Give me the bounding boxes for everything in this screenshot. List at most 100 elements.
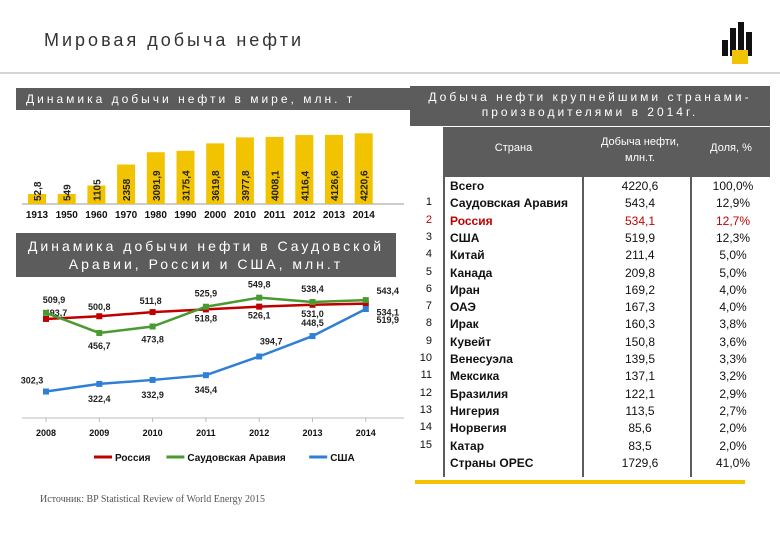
data-label: 332,9: [141, 390, 164, 400]
data-point: [202, 303, 209, 310]
bar: [206, 143, 225, 204]
table-row-number: 11: [420, 369, 432, 382]
data-label: 549,8: [248, 280, 271, 290]
legend-label: Россия: [115, 453, 151, 464]
table-cell-country: Канада: [450, 265, 493, 280]
x-tick-label: 1990: [174, 210, 197, 221]
saudi-russia-usa-chart: 2008 2009 2010 2011 2012 2013 2014 493,7 500,8 51…: [21, 280, 404, 464]
table-cell-country: Катар: [450, 438, 485, 453]
bar-value-label: 4126,6: [330, 170, 341, 201]
data-point: [96, 313, 103, 320]
table-cell-country: Норвегия: [450, 421, 507, 436]
column-header-country: Страна: [494, 142, 533, 154]
data-label: 531,0: [301, 309, 324, 319]
data-label: 473,8: [141, 334, 164, 344]
table-cell-production: 4220,6: [621, 179, 659, 193]
bar-value-label: 4008,1: [271, 170, 282, 201]
table-cell-production: 519,9: [624, 230, 656, 245]
data-point: [149, 309, 156, 316]
table-cell-country: Ирак: [450, 317, 479, 332]
table-cell-share: 100,0%: [712, 179, 754, 193]
data-label: 519,9: [377, 315, 400, 325]
table-cell-country: Нигерия: [450, 403, 500, 418]
page-title: Мировая добыча нефти: [44, 30, 305, 50]
table-cell-country: ОАЭ: [450, 300, 476, 315]
bar: [28, 194, 46, 204]
table-cell-production: 209,8: [624, 265, 656, 280]
table-cell-production: 1729,6: [621, 455, 659, 470]
table-cell-share: 5,0%: [719, 265, 747, 280]
rosneft-logo-icon: [718, 14, 758, 66]
data-label: 525,9: [195, 289, 218, 299]
table-cell-production: 139,5: [624, 352, 656, 366]
bar-value-label: 4116,4: [300, 171, 311, 201]
data-label: 518,8: [195, 313, 218, 323]
x-tick-label: 1980: [145, 210, 168, 221]
table-cell-production: 122,1: [624, 386, 656, 401]
table-cell-share: 12,9%: [715, 196, 751, 211]
table-row-number: 2: [425, 213, 432, 226]
table-row-number: 12: [419, 386, 432, 399]
data-point: [256, 294, 263, 301]
data-label: 456,7: [88, 341, 111, 351]
data-point: [43, 309, 49, 316]
x-tick-label: 2012: [293, 210, 316, 221]
table-cell-share: 41,0%: [715, 455, 751, 470]
bar: [146, 152, 165, 204]
table-cell-share: 2,0%: [719, 421, 747, 436]
table-cell-production: 169,2: [624, 282, 656, 297]
data-point: [256, 353, 263, 360]
data-point: [96, 380, 103, 387]
x-tick-label: 2011: [264, 210, 286, 221]
data-label: 493,7: [45, 308, 68, 318]
data-point: [362, 297, 369, 304]
table-row-number: 3: [425, 230, 432, 243]
x-tick-label: 2013: [323, 210, 346, 221]
bar-value-label: 4220,6: [360, 170, 371, 201]
x-tick-label: 1970: [115, 210, 138, 221]
table-cell-share: 2,7%: [719, 403, 747, 418]
table-cell-production: 534,1: [624, 213, 656, 228]
data-point: [43, 388, 49, 395]
x-tick-label: 2014: [356, 428, 376, 438]
table-cell-share: 4,0%: [719, 300, 747, 315]
data-label: 322,4: [88, 394, 111, 404]
data-label: 534,1: [377, 308, 400, 318]
data-point: [362, 300, 369, 307]
x-tick-label: 2010: [143, 428, 163, 438]
x-tick-label: 2012: [249, 428, 269, 438]
table-cell-production: 113,5: [625, 403, 655, 418]
bar-value-label: 3619,8: [211, 170, 222, 201]
table-row-number: 13: [419, 403, 432, 416]
bar-value-label: 549: [63, 184, 74, 201]
data-label: 345,4: [195, 385, 218, 395]
table-row-number: 15: [419, 438, 432, 451]
data-point: [149, 323, 156, 330]
data-point: [96, 329, 103, 336]
table-cell-country: Иран: [450, 282, 480, 297]
bar-value-label: 3175,4: [182, 170, 193, 201]
bar: [325, 134, 343, 204]
x-tick-label: 1960: [85, 210, 108, 221]
table-row-number: 8: [425, 317, 432, 330]
bar: [176, 150, 195, 204]
world-production-chart: 52,8 1913 549 1950 1105 1960 2358 1970 3091,9 198…: [22, 133, 404, 221]
data-point: [43, 315, 49, 322]
x-tick-label: 2008: [36, 428, 56, 438]
table-cell-production: 137,1: [624, 369, 656, 384]
table-cell-country: США: [450, 230, 480, 245]
table-cell-country: Кувейт: [450, 334, 492, 349]
accent-line: [415, 480, 745, 484]
table-row-number: 6: [425, 282, 432, 295]
table-cell-share: 3,8%: [719, 317, 747, 332]
table-row-number: 4: [425, 248, 432, 261]
data-point: [362, 306, 369, 313]
data-label: 302,3: [21, 376, 44, 386]
data-point: [149, 376, 156, 383]
saudi-russia-usa-header: Динамика добычи нефти в Саудовской Арави…: [16, 233, 396, 277]
table-cell-country: Страны ОPEC: [450, 455, 534, 470]
bar-value-label: 52,8: [33, 181, 44, 201]
x-tick-label: 2010: [234, 210, 257, 221]
table-cell-share: 12,3%: [715, 230, 751, 245]
legend-label: США: [330, 453, 355, 464]
